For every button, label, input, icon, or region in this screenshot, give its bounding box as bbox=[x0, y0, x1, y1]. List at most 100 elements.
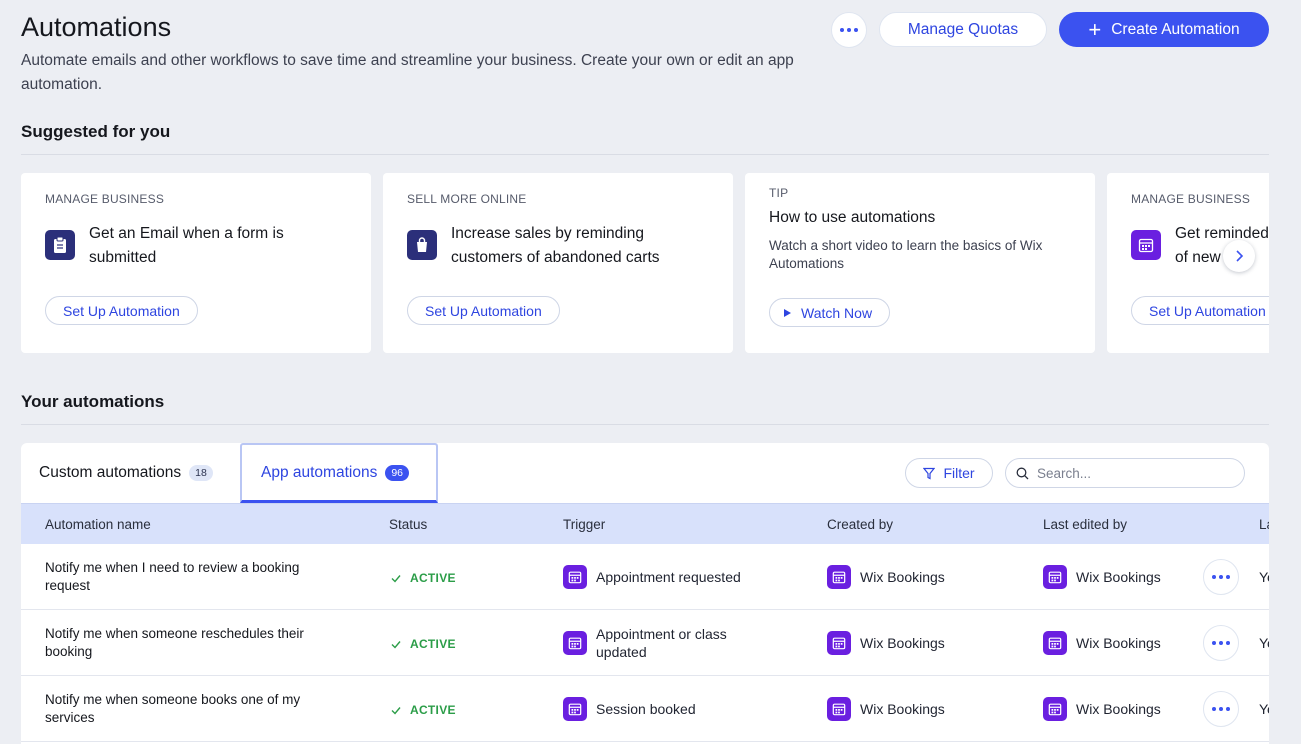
filter-icon bbox=[923, 467, 936, 479]
card-heading: Get an Email when a form is submitted bbox=[89, 225, 284, 266]
row-more-actions-button[interactable] bbox=[1203, 691, 1239, 727]
trigger-label: Appointment requested bbox=[596, 569, 741, 585]
create-automation-label: Create Automation bbox=[1111, 20, 1240, 38]
column-header-status[interactable]: Status bbox=[389, 517, 428, 532]
status-badge: ACTIVE bbox=[391, 703, 456, 717]
tip-title: How to use automations bbox=[769, 209, 936, 226]
column-header-last[interactable]: La bbox=[1259, 517, 1269, 532]
last-edited-by-cell: Wix Bookings bbox=[1043, 565, 1161, 589]
created-by-label: Wix Bookings bbox=[860, 635, 945, 651]
page-title: Automations bbox=[21, 12, 172, 42]
check-icon bbox=[391, 640, 401, 649]
table-row[interactable]: Notify me when someone books one of my s… bbox=[21, 676, 1269, 742]
automation-name: Notify me when someone books one of my s… bbox=[45, 692, 301, 725]
table-row[interactable]: Notify me when someone reschedules their… bbox=[21, 610, 1269, 676]
card-category: MANAGE BUSINESS bbox=[45, 192, 165, 206]
automations-table-panel: Custom automations 18 App automations 96… bbox=[21, 443, 1269, 744]
bookings-calendar-icon bbox=[827, 697, 851, 721]
clipboard-icon bbox=[45, 230, 75, 260]
page-description: Automate emails and other workflows to s… bbox=[21, 52, 794, 93]
bookings-calendar-icon bbox=[1043, 631, 1067, 655]
filter-label: Filter bbox=[943, 465, 975, 481]
status-badge: ACTIVE bbox=[391, 637, 456, 651]
card-heading: Get reminded of new cl bbox=[1175, 225, 1269, 266]
tab-label: App automations bbox=[261, 463, 378, 481]
card-category: SELL MORE ONLINE bbox=[407, 192, 527, 206]
bookings-calendar-icon bbox=[563, 697, 587, 721]
automations-divider bbox=[21, 424, 1269, 425]
your-automations-title: Your automations bbox=[21, 392, 165, 411]
set-up-automation-button[interactable]: Set Up Automation bbox=[45, 296, 198, 325]
create-automation-button[interactable]: + Create Automation bbox=[1059, 12, 1269, 47]
row-more-actions-button[interactable] bbox=[1203, 559, 1239, 595]
status-label: ACTIVE bbox=[410, 637, 456, 651]
check-icon bbox=[391, 574, 401, 583]
automation-name: Notify me when I need to review a bookin… bbox=[45, 560, 300, 593]
suggested-divider bbox=[21, 154, 1269, 155]
more-dots-icon bbox=[1212, 707, 1230, 711]
column-header-last-edited-by[interactable]: Last edited by bbox=[1043, 517, 1128, 532]
shopping-bag-icon bbox=[407, 230, 437, 260]
created-by-cell: Wix Bookings bbox=[827, 565, 945, 589]
suggestion-card-tip: TIP How to use automations Watch a short… bbox=[745, 173, 1095, 353]
suggestion-card-form-email: MANAGE BUSINESS Get an Email when a form… bbox=[21, 173, 371, 353]
bookings-calendar-icon bbox=[827, 565, 851, 589]
column-header-automation-name[interactable]: Automation name bbox=[45, 517, 151, 532]
column-header-created-by[interactable]: Created by bbox=[827, 517, 894, 532]
calendar-icon bbox=[1131, 230, 1161, 260]
suggestion-card-abandoned-carts: SELL MORE ONLINE Increase sales by remin… bbox=[383, 173, 733, 353]
tab-count-badge: 18 bbox=[189, 465, 213, 481]
last-column-cell: Ye bbox=[1259, 635, 1269, 651]
table-header: Automation name Status Trigger Created b… bbox=[21, 503, 1269, 544]
tab-label: Custom automations bbox=[39, 464, 182, 481]
trigger-cell: Session booked bbox=[563, 697, 763, 721]
tip-description: Watch a short video to learn the basics … bbox=[769, 238, 1043, 271]
search-icon bbox=[1016, 467, 1029, 479]
last-edited-by-label: Wix Bookings bbox=[1076, 701, 1161, 717]
set-up-automation-button[interactable]: Set Up Automation bbox=[1131, 296, 1269, 325]
manage-quotas-button[interactable]: Manage Quotas bbox=[879, 12, 1047, 47]
set-up-automation-button[interactable]: Set Up Automation bbox=[407, 296, 560, 325]
watch-now-label: Watch Now bbox=[801, 304, 873, 321]
suggestion-carousel: MANAGE BUSINESS Get an Email when a form… bbox=[21, 173, 1269, 353]
trigger-cell: Appointment requested bbox=[563, 565, 763, 589]
bookings-calendar-icon bbox=[1043, 565, 1067, 589]
created-by-label: Wix Bookings bbox=[860, 701, 945, 717]
bookings-calendar-icon bbox=[1043, 697, 1067, 721]
column-header-trigger[interactable]: Trigger bbox=[563, 517, 606, 532]
carousel-next-button[interactable] bbox=[1223, 240, 1255, 272]
tab-custom-automations[interactable]: Custom automations 18 bbox=[21, 443, 241, 503]
tab-app-automations[interactable]: App automations 96 bbox=[240, 443, 438, 503]
search-input[interactable] bbox=[1037, 465, 1227, 481]
plus-icon: + bbox=[1088, 16, 1102, 42]
bookings-calendar-icon bbox=[563, 631, 587, 655]
bookings-calendar-icon bbox=[827, 631, 851, 655]
suggested-section-title: Suggested for you bbox=[21, 122, 171, 141]
more-dots-icon bbox=[1212, 641, 1230, 645]
watch-now-button[interactable]: Watch Now bbox=[769, 298, 891, 327]
last-column-cell: Ye bbox=[1259, 569, 1269, 585]
last-edited-by-label: Wix Bookings bbox=[1076, 635, 1161, 651]
search-box bbox=[1005, 458, 1245, 488]
status-badge: ACTIVE bbox=[391, 571, 456, 585]
table-row[interactable]: Notify me when I need to review a bookin… bbox=[21, 544, 1269, 610]
card-heading: Increase sales by reminding customers of… bbox=[451, 225, 660, 266]
last-edited-by-cell: Wix Bookings bbox=[1043, 697, 1161, 721]
trigger-label: Appointment or class updated bbox=[596, 626, 727, 660]
tab-count-badge: 96 bbox=[385, 464, 410, 481]
status-label: ACTIVE bbox=[410, 571, 456, 585]
last-column-cell: Ye bbox=[1259, 701, 1269, 717]
more-dots-icon bbox=[840, 28, 858, 32]
card-category: TIP bbox=[769, 186, 789, 200]
bookings-calendar-icon bbox=[563, 565, 587, 589]
check-icon bbox=[391, 706, 401, 715]
more-dots-icon bbox=[1212, 575, 1230, 579]
row-more-actions-button[interactable] bbox=[1203, 625, 1239, 661]
status-label: ACTIVE bbox=[410, 703, 456, 717]
created-by-cell: Wix Bookings bbox=[827, 631, 945, 655]
automation-name: Notify me when someone reschedules their… bbox=[45, 626, 304, 659]
more-actions-button[interactable] bbox=[831, 12, 867, 48]
trigger-label: Session booked bbox=[596, 701, 696, 717]
created-by-label: Wix Bookings bbox=[860, 569, 945, 585]
filter-button[interactable]: Filter bbox=[905, 458, 993, 488]
